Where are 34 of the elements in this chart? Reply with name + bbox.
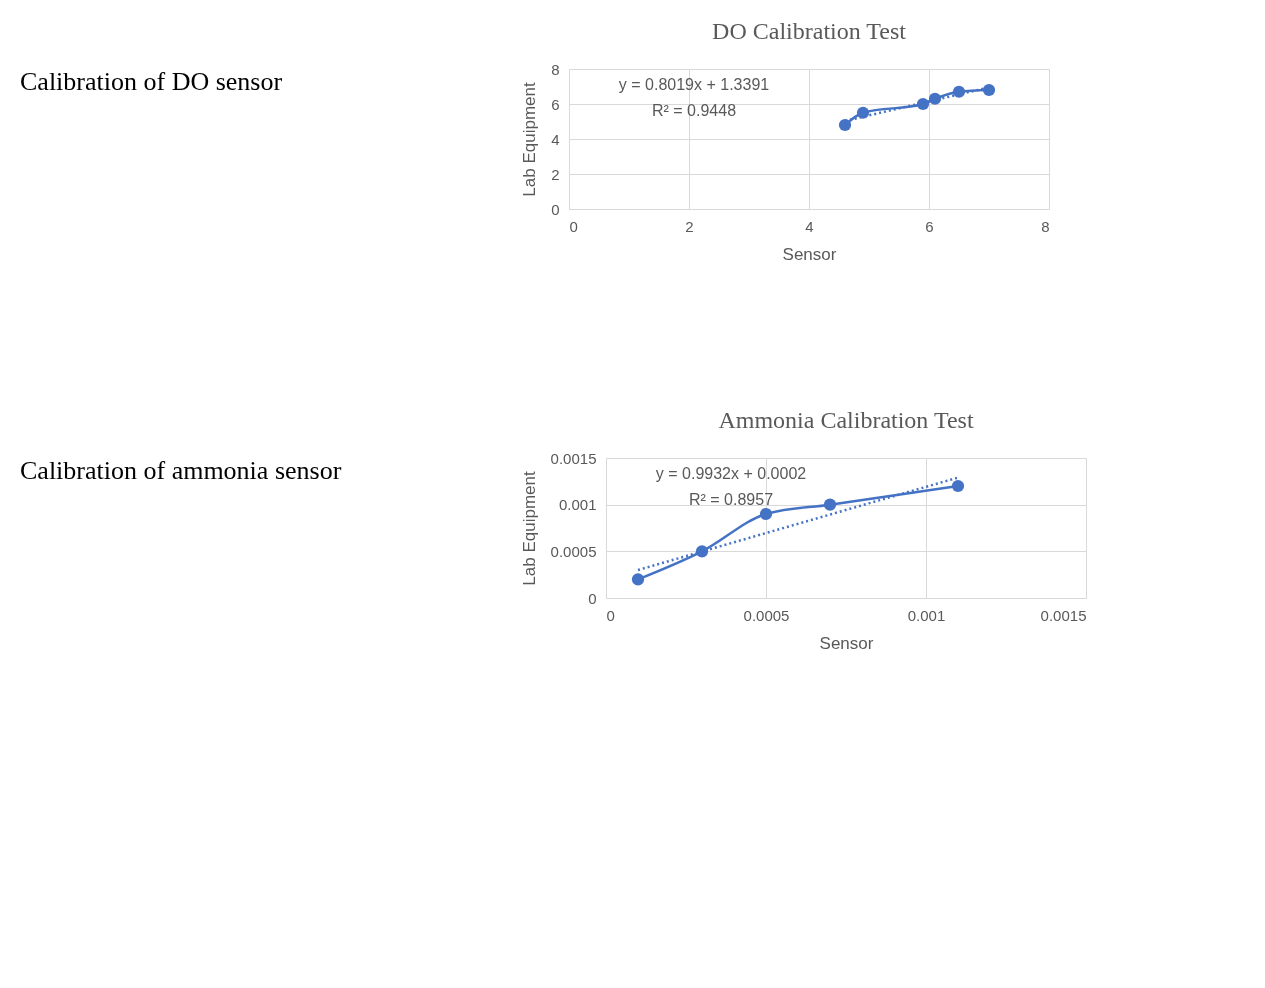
x-tick-label: 8 [1041,217,1050,235]
y-axis-title: Lab Equipment [519,471,539,586]
x-tick-label: 0.0005 [743,606,790,624]
annotation: R² = 0.8957 [688,491,774,508]
x-axis-title: Sensor [782,244,837,264]
y-tick-label: 0.0015 [550,449,597,467]
y-tick-label: 0 [588,589,597,607]
annotation: R² = 0.9448 [651,102,737,119]
x-tick-label: 0.001 [907,606,946,624]
y-tick-label: 2 [551,165,560,183]
point [838,118,852,132]
x-tick-label: 0 [606,606,615,624]
y-tick-label: 8 [551,60,560,78]
y-tick-label: 0 [551,200,560,218]
text: Calibration of DO sensor [20,67,283,96]
y-tick-label: 0.0005 [550,542,597,560]
x-tick-label: 2 [685,217,694,235]
point [856,106,870,119]
point [916,97,930,111]
y-axis-title: Lab Equipment [520,82,540,197]
x-tick-label: 0.0015 [1040,606,1087,624]
x-tick-label: 6 [925,217,934,235]
point [928,92,942,105]
chart-title: Ammonia Calibration Test [718,407,974,433]
y-tick-label: 6 [551,95,560,113]
annotation: y = 0.9932x + 0.0002 [655,465,807,482]
text: Calibration of ammonia sensor [20,456,342,485]
y-tick-label: 4 [551,130,560,148]
point [982,83,996,97]
chart-title: DO Calibration Test [712,18,907,44]
annotation: y = 0.8019x + 1.3391 [618,76,770,93]
x-axis-title: Sensor [819,633,874,653]
x-tick-label: 4 [805,217,814,235]
y-tick-label: 0.001 [558,496,597,514]
